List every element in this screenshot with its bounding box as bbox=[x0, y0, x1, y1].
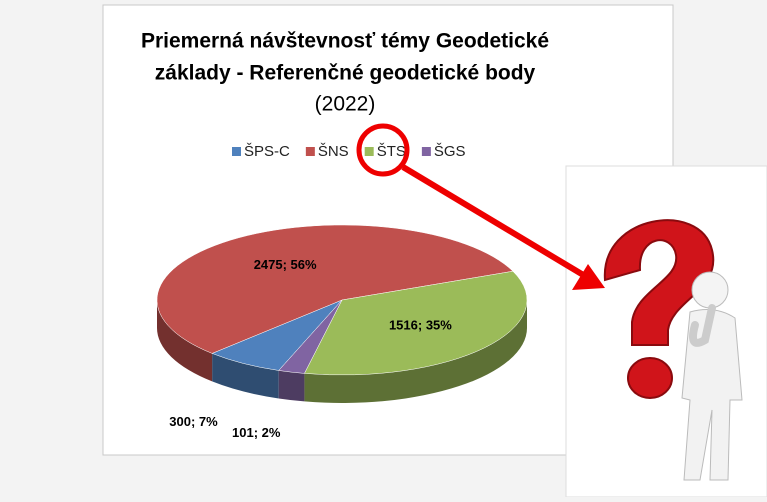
chart-title: Priemerná návštevnosť témy Geodetické bbox=[141, 30, 549, 53]
legend-swatch bbox=[365, 147, 374, 156]
question-dot bbox=[628, 358, 672, 398]
page: {"chart_data": {"type": "pie3d", "title"… bbox=[0, 0, 767, 497]
slice-side bbox=[279, 370, 305, 401]
legend-label: ŠNS bbox=[318, 143, 349, 160]
chart-title: základy - Referenčné geodetické body bbox=[155, 62, 536, 85]
screenshot: Priemerná návštevnosť témy Geodetické zá… bbox=[0, 0, 767, 497]
data-label: 1516; 35% bbox=[389, 318, 452, 333]
legend-label: ŠPS-C bbox=[244, 143, 290, 160]
figure-head bbox=[692, 272, 728, 308]
data-label: 101; 2% bbox=[232, 425, 281, 440]
illustration bbox=[566, 166, 767, 497]
legend-swatch bbox=[232, 147, 241, 156]
chart-subtitle: (2022) bbox=[315, 93, 376, 116]
legend-swatch bbox=[306, 147, 315, 156]
legend-label: ŠGS bbox=[434, 143, 466, 160]
legend-label: ŠTS bbox=[377, 143, 406, 160]
legend-swatch bbox=[422, 147, 431, 156]
data-label: 300; 7% bbox=[169, 414, 218, 429]
data-label: 2475; 56% bbox=[254, 257, 317, 272]
